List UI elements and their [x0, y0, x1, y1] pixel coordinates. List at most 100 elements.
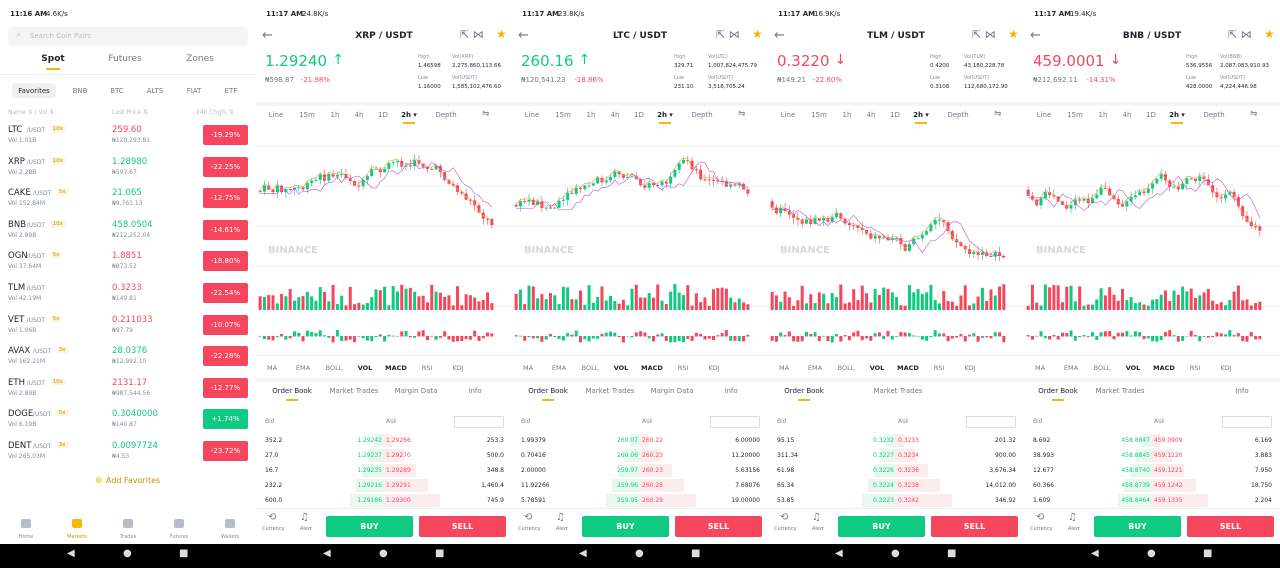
- buy-button[interactable]: BUY: [582, 516, 669, 537]
- alert-label[interactable]: Alert: [812, 526, 824, 532]
- nav-label[interactable]: Trades: [119, 534, 137, 540]
- market-tab[interactable]: Futures: [108, 54, 142, 64]
- indicator-tab[interactable]: MA: [266, 364, 278, 372]
- interval-tab[interactable]: 1D: [378, 111, 388, 119]
- currency-icon[interactable]: ⟲: [524, 512, 533, 523]
- chart-settings[interactable]: ⇋: [482, 109, 490, 119]
- back-button[interactable]: ◀: [323, 548, 331, 559]
- favorite-star[interactable]: ★: [496, 27, 507, 41]
- alert-label[interactable]: Alert: [556, 526, 568, 532]
- header-icons[interactable]: ⇱ ⋈: [716, 28, 740, 41]
- indicator-tab[interactable]: VOL: [1125, 364, 1141, 372]
- indicator-tab[interactable]: EMA: [807, 364, 823, 372]
- sell-button[interactable]: SELL: [675, 516, 762, 537]
- pair-title[interactable]: XRP / USDT: [355, 31, 413, 41]
- interval-tab[interactable]: Depth: [1203, 111, 1225, 119]
- nav-icon[interactable]: [72, 519, 82, 528]
- home-button[interactable]: ●: [891, 548, 900, 559]
- sell-button[interactable]: SELL: [1187, 516, 1274, 537]
- coin-row[interactable]: AVAX/USDT 3x Vol 162.21M 28.0376 ₦12,992.10 -…: [0, 346, 256, 376]
- buy-button[interactable]: BUY: [326, 516, 413, 537]
- info-tab[interactable]: Market Trades: [585, 387, 635, 395]
- info-tab[interactable]: Order Book: [1038, 387, 1078, 395]
- recent-button[interactable]: ■: [947, 548, 957, 559]
- subtab[interactable]: ALTS: [146, 87, 164, 95]
- nav-icon[interactable]: [174, 519, 184, 528]
- indicator-tab[interactable]: KDJ: [964, 364, 976, 372]
- header-icons[interactable]: ⇱ ⋈: [460, 28, 484, 41]
- home-button[interactable]: ●: [379, 548, 388, 559]
- search-box[interactable]: Search Coin Pairs ⌕: [8, 27, 248, 46]
- currency-icon[interactable]: ⟲: [268, 512, 277, 523]
- recent-button[interactable]: ■: [1203, 548, 1213, 559]
- subtab[interactable]: Favorites: [18, 87, 50, 95]
- info-tab[interactable]: Market Trades: [1095, 387, 1145, 395]
- interval-tab[interactable]: Line: [780, 111, 796, 119]
- currency-label[interactable]: Currency: [774, 526, 797, 532]
- back-button[interactable]: ◀: [67, 548, 75, 559]
- depth-select[interactable]: [710, 416, 760, 428]
- interval-tab[interactable]: 1D: [634, 111, 644, 119]
- indicator-tab[interactable]: BOLL: [837, 364, 855, 372]
- back-arrow[interactable]: ←: [262, 28, 273, 43]
- depth-select[interactable]: [1222, 416, 1272, 428]
- interval-tab[interactable]: 1h: [842, 111, 852, 119]
- interval-tab[interactable]: 1D: [1146, 111, 1156, 119]
- indicator-tab[interactable]: MACD: [385, 364, 407, 372]
- sell-button[interactable]: SELL: [419, 516, 506, 537]
- kline-chart[interactable]: [768, 126, 1024, 366]
- back-arrow[interactable]: ←: [774, 28, 785, 43]
- indicator-tab[interactable]: KDJ: [708, 364, 720, 372]
- currency-label[interactable]: Currency: [262, 526, 285, 532]
- info-tab[interactable]: Info: [468, 387, 482, 395]
- chart-settings[interactable]: ⇋: [994, 109, 1002, 119]
- indicator-tab[interactable]: RSI: [1189, 364, 1201, 372]
- subtab[interactable]: BTC: [110, 87, 124, 95]
- alert-icon[interactable]: ♫: [1068, 512, 1077, 523]
- alert-icon[interactable]: ♫: [556, 512, 565, 523]
- coin-row[interactable]: XRP/USDT 10x Vol 2.28B 1.28980 ₦597.67 -22.25…: [0, 156, 256, 187]
- indicator-tab[interactable]: VOL: [357, 364, 373, 372]
- chart-settings[interactable]: ⇋: [1250, 109, 1258, 119]
- indicator-tab[interactable]: MACD: [897, 364, 919, 372]
- interval-tab[interactable]: 15m: [1067, 111, 1083, 119]
- indicator-tab[interactable]: MA: [778, 364, 790, 372]
- interval-tab[interactable]: 15m: [299, 111, 315, 119]
- kline-chart[interactable]: [256, 126, 512, 366]
- coin-row[interactable]: DOGE/USDT 5x Vol 6.19B 0.3040000 ₦140.87 +1.7…: [0, 409, 256, 439]
- indicator-tab[interactable]: EMA: [551, 364, 567, 372]
- interval-tab[interactable]: Line: [268, 111, 284, 119]
- indicator-tab[interactable]: KDJ: [1220, 364, 1232, 372]
- interval-tab[interactable]: 1h: [1098, 111, 1108, 119]
- interval-tab[interactable]: 2h ▾: [401, 111, 417, 119]
- recent-button[interactable]: ■: [179, 548, 189, 559]
- nav-label[interactable]: Markets: [67, 534, 87, 540]
- info-tab[interactable]: Market Trades: [873, 387, 923, 395]
- header-icons[interactable]: ⇱ ⋈: [972, 28, 996, 41]
- interval-tab[interactable]: 4h: [354, 111, 364, 119]
- interval-tab[interactable]: 1D: [890, 111, 900, 119]
- sell-button[interactable]: SELL: [931, 516, 1018, 537]
- interval-tab[interactable]: 15m: [811, 111, 827, 119]
- back-arrow[interactable]: ←: [1030, 28, 1041, 43]
- currency-icon[interactable]: ⟲: [1036, 512, 1045, 523]
- indicator-tab[interactable]: MACD: [641, 364, 663, 372]
- currency-label[interactable]: Currency: [1030, 526, 1053, 532]
- buy-button[interactable]: BUY: [838, 516, 925, 537]
- depth-select[interactable]: [966, 416, 1016, 428]
- coin-row[interactable]: BNB/USDT 10x Vol 2.89B 458.0504 ₦212,252.04 -…: [0, 219, 256, 250]
- info-tab[interactable]: Margin Data: [394, 387, 438, 395]
- indicator-tab[interactable]: MA: [522, 364, 534, 372]
- interval-tab[interactable]: 4h: [866, 111, 876, 119]
- buy-button[interactable]: BUY: [1094, 516, 1181, 537]
- interval-tab[interactable]: Depth: [435, 111, 457, 119]
- indicator-tab[interactable]: EMA: [1063, 364, 1079, 372]
- add-favorites-icon[interactable]: ⊕: [95, 476, 103, 486]
- back-arrow[interactable]: ←: [518, 28, 529, 43]
- nav-label[interactable]: Home: [18, 534, 34, 540]
- interval-tab[interactable]: Line: [1036, 111, 1052, 119]
- alert-label[interactable]: Alert: [300, 526, 312, 532]
- indicator-tab[interactable]: MACD: [1153, 364, 1175, 372]
- chart-settings[interactable]: ⇋: [738, 109, 746, 119]
- coin-row[interactable]: TLM/USDT Vol 42.19M 0.3233 ₦149.81 -22.54%: [0, 283, 256, 313]
